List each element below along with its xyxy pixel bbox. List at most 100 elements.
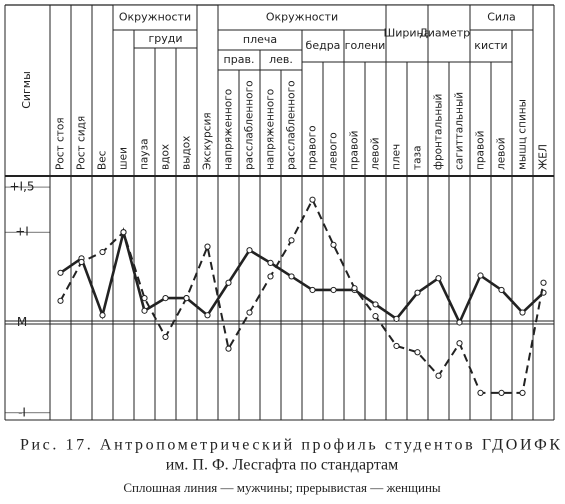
header-group: [344, 30, 386, 62]
column-label: левого: [328, 132, 340, 170]
header-group-label: груди: [148, 32, 182, 45]
header-group: [260, 50, 302, 70]
column-label: расслабленного: [244, 80, 256, 170]
header-group: [386, 5, 428, 62]
data-point: [162, 294, 169, 302]
column-label: мышц спины: [517, 99, 529, 170]
series-line: [59, 197, 545, 394]
header-group-label: лев.: [269, 53, 293, 66]
header-group-label: Окружности: [266, 11, 338, 24]
header-group: [218, 50, 260, 70]
legend-note: Сплошная линия — мужчины; прерывистая — …: [123, 480, 441, 495]
header-group-label: Диаметры: [419, 27, 479, 40]
column-label: левой: [496, 137, 508, 170]
column-label: пауза: [139, 138, 151, 170]
header-group-label: плеча: [243, 33, 277, 46]
column-label: выдох: [181, 136, 193, 170]
column-label: правой: [349, 131, 361, 170]
data-point: [288, 237, 295, 244]
data-point: [99, 248, 106, 256]
column-label: ЖЕЛ: [538, 144, 550, 170]
data-point: [372, 301, 379, 308]
data-point: [183, 294, 190, 302]
data-point: [162, 333, 169, 341]
header-group: [134, 30, 197, 48]
data-point: [393, 315, 400, 322]
column-label: Рост сидя: [76, 116, 88, 170]
column-label: сагиттальный: [454, 92, 466, 170]
data-point: [414, 289, 421, 296]
column-label: фронтальный: [433, 94, 445, 170]
column-label: Рост стоя: [55, 117, 67, 170]
header-group-label: Ширина: [384, 27, 431, 40]
data-point: [57, 297, 64, 304]
header-group-label: кисти: [474, 39, 507, 52]
data-point: [267, 273, 274, 280]
data-point: [498, 286, 505, 294]
y-tick-label: -I: [18, 405, 26, 419]
data-point: [351, 285, 358, 292]
data-point: [141, 294, 148, 302]
header-group-label: прав.: [224, 53, 255, 66]
data-point: [225, 345, 232, 352]
header-group: [470, 5, 533, 30]
header-group-label: голени: [345, 39, 386, 52]
column-label: правого: [307, 125, 319, 170]
data-point: [204, 312, 211, 319]
header-group: [470, 30, 512, 62]
data-point: [78, 258, 85, 266]
data-point: [477, 389, 484, 397]
data-point: [309, 286, 316, 294]
column-label: шеи: [118, 147, 130, 170]
header-group-label: Сила: [487, 11, 516, 24]
data-point: [120, 229, 127, 236]
data-point: [540, 279, 547, 286]
data-point: [267, 259, 274, 266]
data-point: [330, 286, 337, 294]
data-point: [498, 389, 505, 397]
column-label: плеч: [391, 144, 403, 170]
data-point: [435, 372, 442, 379]
data-point: [456, 319, 463, 326]
data-point: [519, 389, 526, 397]
caption: им. П. Ф. Лесгафта по стандартам: [166, 457, 399, 474]
data-point: [225, 279, 232, 286]
header-group-label: Окружности: [119, 11, 191, 24]
data-point: [519, 309, 526, 316]
column-label: правой: [475, 131, 487, 170]
data-point: [393, 342, 400, 350]
header-group-label: бедра: [306, 39, 341, 52]
data-point: [288, 273, 295, 280]
data-point: [477, 272, 484, 279]
y-tick-label: +I,5: [9, 180, 34, 194]
header-group: [218, 5, 386, 30]
data-point: [57, 269, 64, 276]
y-axis-label: Сигмы: [20, 71, 33, 109]
column-label: вдох: [160, 144, 172, 170]
series-line: [59, 227, 545, 326]
header-group: [302, 30, 344, 62]
header-group: [428, 5, 470, 62]
column-label: расслабленного: [286, 80, 298, 170]
column-label: Экскурсия: [202, 112, 214, 170]
column-label: таза: [412, 145, 424, 170]
data-point: [99, 312, 106, 319]
data-point: [330, 241, 337, 248]
data-point: [141, 307, 148, 314]
column-label: напряженного: [223, 89, 235, 170]
column-label: левой: [370, 137, 382, 170]
data-point: [456, 340, 463, 347]
data-point: [309, 196, 316, 203]
data-point: [414, 349, 421, 356]
column-label: Вес: [97, 150, 109, 170]
header-group: [218, 30, 302, 50]
data-point: [435, 275, 442, 282]
y-tick-label: M: [17, 315, 27, 329]
data-point: [204, 243, 211, 250]
header-group: [113, 5, 197, 30]
caption: Рис. 17. Антропометрический профиль студ…: [20, 437, 560, 454]
column-label: напряженного: [265, 89, 277, 170]
y-tick-label: +I: [15, 225, 29, 239]
data-point: [246, 309, 253, 316]
